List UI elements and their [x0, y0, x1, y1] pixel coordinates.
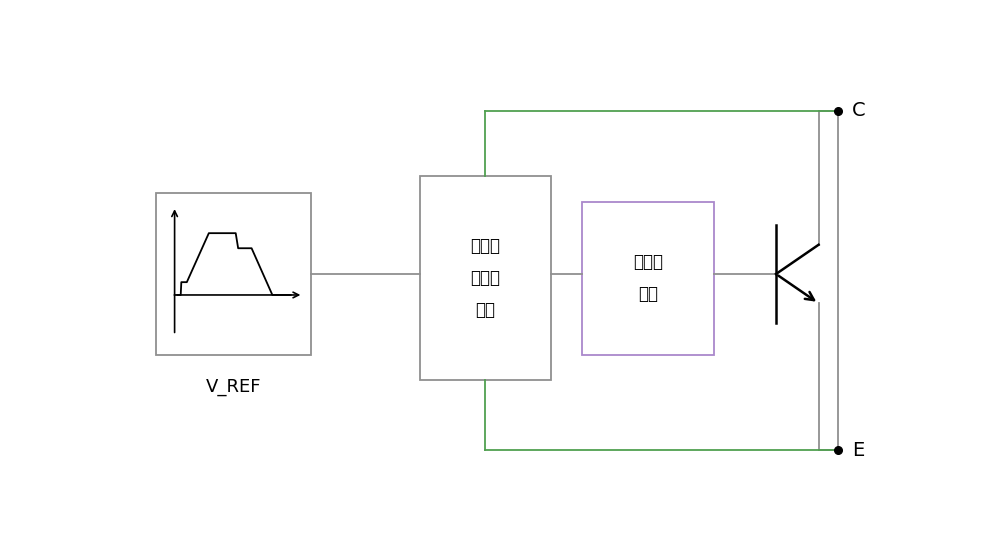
- Text: E: E: [852, 441, 864, 460]
- Text: 有源电
压控制
电路: 有源电 压控制 电路: [470, 237, 500, 319]
- Bar: [582, 202, 714, 355]
- Text: C: C: [852, 101, 866, 120]
- Text: V_REF: V_REF: [206, 378, 261, 396]
- Text: 功率放
大器: 功率放 大器: [633, 253, 663, 303]
- Bar: [156, 193, 311, 355]
- Bar: [420, 176, 551, 380]
